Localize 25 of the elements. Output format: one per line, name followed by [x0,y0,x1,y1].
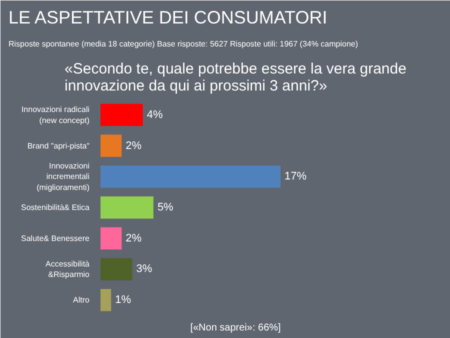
data-label: 3% [136,263,152,276]
bar [100,258,132,280]
y-tick-label: Brand "apri-pista" [27,141,90,150]
text: [«Non saprei»: 66%] [190,322,282,334]
data-label: 5% [157,202,174,214]
data-label: 17% [284,170,307,183]
data-label: 1% [115,294,132,306]
y-tick-label: Altro [73,296,90,305]
text: «Secondo te, quale potrebbe essere la vera grande innovazione da qui ai prossimi 3 anni?» [64,60,406,94]
bar [100,166,280,188]
data-label: 4% [146,108,163,121]
data-label: 2% [126,140,142,152]
y-tick-label: Innovazioni radicali (new concept) [21,105,90,125]
chart-title: LE ASPETTATIVE DEI CONSUMATORI [8,8,328,28]
bar [100,196,154,219]
y-tick-label: Salute& Benessere [21,234,90,243]
y-tick-label: Accessibilità &Risparmio [45,259,90,280]
bar [100,104,143,126]
bar [100,134,122,157]
bar [100,288,112,312]
y-tick-label: Innovazioni incrementali (miglioramenti) [36,161,90,192]
bar [100,227,122,250]
chart-subtitle: Risposte spontanee (media 18 categorie) Base risposte: 5627 Risposte utili: 1967 (34% campione) [8,40,358,48]
data-label: 2% [126,232,142,244]
y-tick-label: Sostenibilità& Etica [21,203,90,212]
